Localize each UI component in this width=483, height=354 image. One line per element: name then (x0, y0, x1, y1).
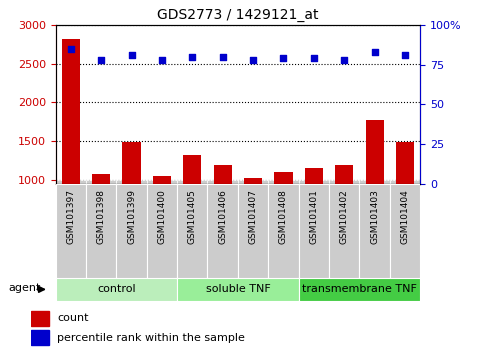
Bar (359, 184, 390, 278)
Text: GSM101405: GSM101405 (188, 189, 197, 244)
Bar (329, 184, 359, 278)
Bar (274, 172, 293, 258)
Bar (122, 142, 141, 258)
Bar (183, 155, 201, 258)
Text: GSM101407: GSM101407 (249, 189, 257, 244)
Text: GSM101400: GSM101400 (157, 189, 167, 244)
Bar (116, 180, 147, 184)
Text: GSM101397: GSM101397 (66, 189, 75, 244)
Bar (268, 180, 298, 184)
Text: count: count (57, 314, 89, 324)
Bar (92, 174, 110, 258)
Text: GSM101398: GSM101398 (97, 189, 106, 244)
Bar (56, 278, 177, 301)
Bar (147, 184, 177, 278)
Point (249, 57, 257, 63)
Bar (329, 180, 359, 184)
Bar (56, 180, 86, 184)
Point (310, 55, 318, 61)
Bar (305, 168, 323, 258)
Bar (298, 180, 329, 184)
Bar (268, 184, 298, 278)
Point (128, 52, 135, 58)
Text: agent: agent (8, 283, 41, 293)
Bar (31, 311, 49, 326)
Bar (86, 184, 116, 278)
Text: control: control (97, 284, 136, 295)
Bar (153, 176, 171, 258)
Text: soluble TNF: soluble TNF (205, 284, 270, 295)
Point (158, 57, 166, 63)
Text: GSM101408: GSM101408 (279, 189, 288, 244)
Bar (244, 178, 262, 258)
Point (219, 54, 227, 59)
Bar (56, 184, 86, 278)
Bar (238, 180, 268, 184)
Bar (31, 330, 49, 345)
Text: GSM101404: GSM101404 (400, 189, 410, 244)
Bar (116, 184, 147, 278)
Text: GSM101401: GSM101401 (309, 189, 318, 244)
Bar (390, 180, 420, 184)
Bar (86, 180, 116, 184)
Point (97, 57, 105, 63)
Bar (153, 176, 171, 258)
Bar (366, 120, 384, 258)
Point (341, 57, 348, 63)
Title: GDS2773 / 1429121_at: GDS2773 / 1429121_at (157, 8, 319, 22)
Bar (396, 142, 414, 258)
Bar (213, 165, 232, 258)
Bar (177, 278, 298, 301)
Bar (183, 155, 201, 258)
Bar (396, 142, 414, 258)
Bar (335, 165, 354, 258)
Text: GSM101403: GSM101403 (370, 189, 379, 244)
Text: percentile rank within the sample: percentile rank within the sample (57, 333, 245, 343)
Point (67, 46, 74, 51)
Bar (298, 278, 420, 301)
Point (371, 49, 379, 55)
Bar (62, 39, 80, 258)
Bar (213, 165, 232, 258)
Bar (359, 180, 390, 184)
Bar (62, 39, 80, 258)
Point (401, 52, 409, 58)
Text: GSM101406: GSM101406 (218, 189, 227, 244)
Bar (274, 172, 293, 258)
Bar (177, 184, 208, 278)
Bar (208, 180, 238, 184)
Bar (208, 184, 238, 278)
Text: GSM101399: GSM101399 (127, 189, 136, 244)
Bar (305, 168, 323, 258)
Text: transmembrane TNF: transmembrane TNF (302, 284, 417, 295)
Bar (122, 142, 141, 258)
Bar (335, 165, 354, 258)
Point (188, 54, 196, 59)
Point (280, 55, 287, 61)
Bar (147, 180, 177, 184)
Bar (92, 174, 110, 258)
Bar (366, 120, 384, 258)
Text: GSM101402: GSM101402 (340, 189, 349, 244)
Bar (390, 184, 420, 278)
Bar (244, 178, 262, 258)
Bar (238, 184, 268, 278)
Bar (177, 180, 208, 184)
Bar (298, 184, 329, 278)
